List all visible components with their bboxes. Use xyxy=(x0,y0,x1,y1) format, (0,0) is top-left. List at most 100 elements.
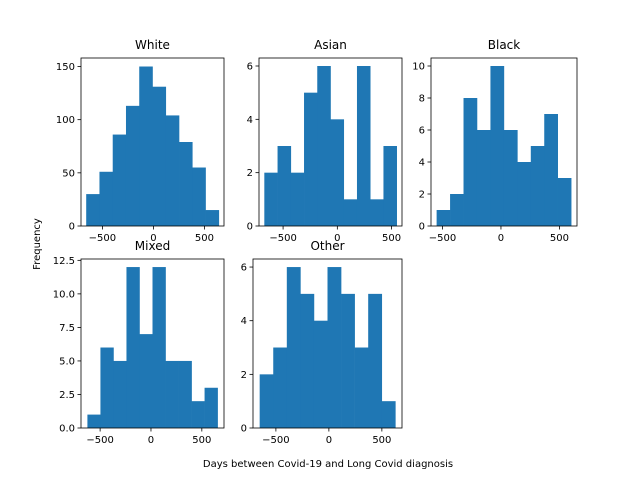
y-tick-label-other-1: 2 xyxy=(241,370,247,381)
bar-other-3 xyxy=(300,293,315,428)
bar-asian-3 xyxy=(304,92,318,226)
y-tick-label-black-0: 0 xyxy=(419,222,425,233)
x-tick-label-white-2: 500 xyxy=(195,233,214,244)
y-tick-label-mixed-1: 2.5 xyxy=(59,390,75,401)
y-tick-label-white-1: 50 xyxy=(62,168,75,179)
panel-title-black: Black xyxy=(488,38,521,52)
panel-white: −500 0 500 0 50 100 150 White xyxy=(56,38,225,244)
bar-mixed-9 xyxy=(204,387,218,428)
bar-white-6 xyxy=(165,115,180,226)
bar-other-8 xyxy=(368,293,383,428)
bar-black-5 xyxy=(503,130,518,226)
panel-asian: −500 0 500 0 2 4 6 Asian xyxy=(247,38,403,244)
x-tick-label-black-1: 0 xyxy=(498,233,504,244)
bar-white-2 xyxy=(112,134,127,226)
bar-black-2 xyxy=(463,98,478,226)
x-tick-label-mixed-2: 500 xyxy=(192,435,211,446)
bar-white-8 xyxy=(192,167,206,226)
bar-asian-9 xyxy=(383,146,397,226)
y-tick-label-mixed-4: 10.0 xyxy=(53,289,75,300)
x-tick-label-other-1: 0 xyxy=(326,435,332,446)
x-tick-label-mixed-1: 0 xyxy=(148,435,154,446)
bar-black-8 xyxy=(544,114,558,226)
y-tick-label-asian-2: 4 xyxy=(247,115,253,126)
bar-other-4 xyxy=(313,320,328,428)
bar-asian-1 xyxy=(277,146,292,226)
bar-black-4 xyxy=(490,66,505,226)
bar-white-7 xyxy=(179,142,193,226)
y-tick-label-mixed-2: 5.0 xyxy=(59,356,75,367)
bar-asian-4 xyxy=(317,66,331,226)
y-tick-label-black-2: 4 xyxy=(419,158,425,169)
bar-white-0 xyxy=(86,194,100,226)
y-tick-label-other-3: 6 xyxy=(241,263,247,274)
bar-other-9 xyxy=(381,401,396,428)
y-tick-label-other-0: 0 xyxy=(241,424,247,435)
bar-black-9 xyxy=(557,178,572,226)
bar-white-3 xyxy=(125,105,140,226)
x-tick-label-mixed-0: −500 xyxy=(86,435,113,446)
axes-frame-black xyxy=(430,57,578,227)
x-tick-label-white-0: −500 xyxy=(89,233,116,244)
x-tick-label-asian-0: −500 xyxy=(269,233,296,244)
bar-other-2 xyxy=(286,267,301,428)
y-tick-label-asian-1: 2 xyxy=(247,168,253,179)
axes-frame-asian xyxy=(258,57,403,227)
bar-asian-8 xyxy=(370,199,384,226)
y-tick-label-mixed-3: 7.5 xyxy=(59,323,75,334)
y-tick-label-asian-0: 0 xyxy=(247,222,253,233)
bar-other-6 xyxy=(341,293,355,428)
y-tick-label-asian-3: 6 xyxy=(247,62,253,73)
bar-mixed-7 xyxy=(178,360,192,428)
y-tick-label-black-3: 6 xyxy=(419,126,425,137)
bar-asian-7 xyxy=(356,66,371,226)
bar-white-1 xyxy=(99,171,114,226)
axes-frame-other xyxy=(252,258,403,429)
bar-asian-0 xyxy=(264,172,278,226)
panel-title-asian: Asian xyxy=(314,38,347,52)
bar-black-3 xyxy=(476,130,491,226)
y-tick-label-mixed-0: 0.0 xyxy=(59,424,75,435)
x-tick-label-black-0: −500 xyxy=(429,233,456,244)
y-tick-label-white-2: 100 xyxy=(56,115,75,126)
x-tick-label-asian-1: 0 xyxy=(334,233,340,244)
y-tick-label-black-1: 2 xyxy=(419,190,425,201)
bar-mixed-4 xyxy=(139,334,153,428)
y-tick-label-mixed-5: 12.5 xyxy=(53,256,75,267)
panel-black: −500 0 500 0 2 4 6 8 10 Black xyxy=(412,38,578,244)
bar-asian-6 xyxy=(343,199,358,226)
bar-asian-2 xyxy=(290,172,305,226)
bar-white-9 xyxy=(205,210,220,226)
bar-black-1 xyxy=(450,194,464,226)
x-tick-label-asian-2: 500 xyxy=(382,233,401,244)
bar-black-0 xyxy=(436,210,451,226)
x-tick-label-black-2: 500 xyxy=(550,233,569,244)
y-tick-label-black-5: 10 xyxy=(412,62,425,73)
bar-black-7 xyxy=(530,146,545,226)
bar-mixed-1 xyxy=(100,347,114,428)
bar-other-5 xyxy=(327,267,342,428)
axes-frame-white xyxy=(80,57,225,227)
panel-other: −500 0 500 0 2 4 6 Other xyxy=(241,239,403,446)
bar-mixed-0 xyxy=(87,414,101,428)
figure-ylabel: Frequency xyxy=(32,218,43,270)
axes-frame-mixed xyxy=(80,258,225,429)
x-tick-label-white-1: 0 xyxy=(150,233,156,244)
x-tick-label-other-0: −500 xyxy=(262,435,289,446)
bar-other-7 xyxy=(354,347,369,428)
bar-mixed-2 xyxy=(113,360,127,428)
panel-title-mixed: Mixed xyxy=(135,239,170,253)
panel-mixed: −500 0 500 0.0 2.5 5.0 7.5 10.0 12.5 Mixed xyxy=(53,239,225,446)
bar-mixed-8 xyxy=(191,401,205,428)
bar-mixed-5 xyxy=(152,267,166,428)
bar-other-0 xyxy=(259,374,274,428)
bar-black-6 xyxy=(517,162,532,226)
bar-white-4 xyxy=(139,66,153,226)
figure-xlabel: Days between Covid-19 and Long Covid dia… xyxy=(203,459,453,470)
bar-white-5 xyxy=(152,86,167,227)
bar-asian-5 xyxy=(330,119,345,226)
bar-mixed-3 xyxy=(126,267,140,428)
y-tick-label-white-0: 0 xyxy=(69,222,75,233)
bar-mixed-6 xyxy=(165,360,179,428)
